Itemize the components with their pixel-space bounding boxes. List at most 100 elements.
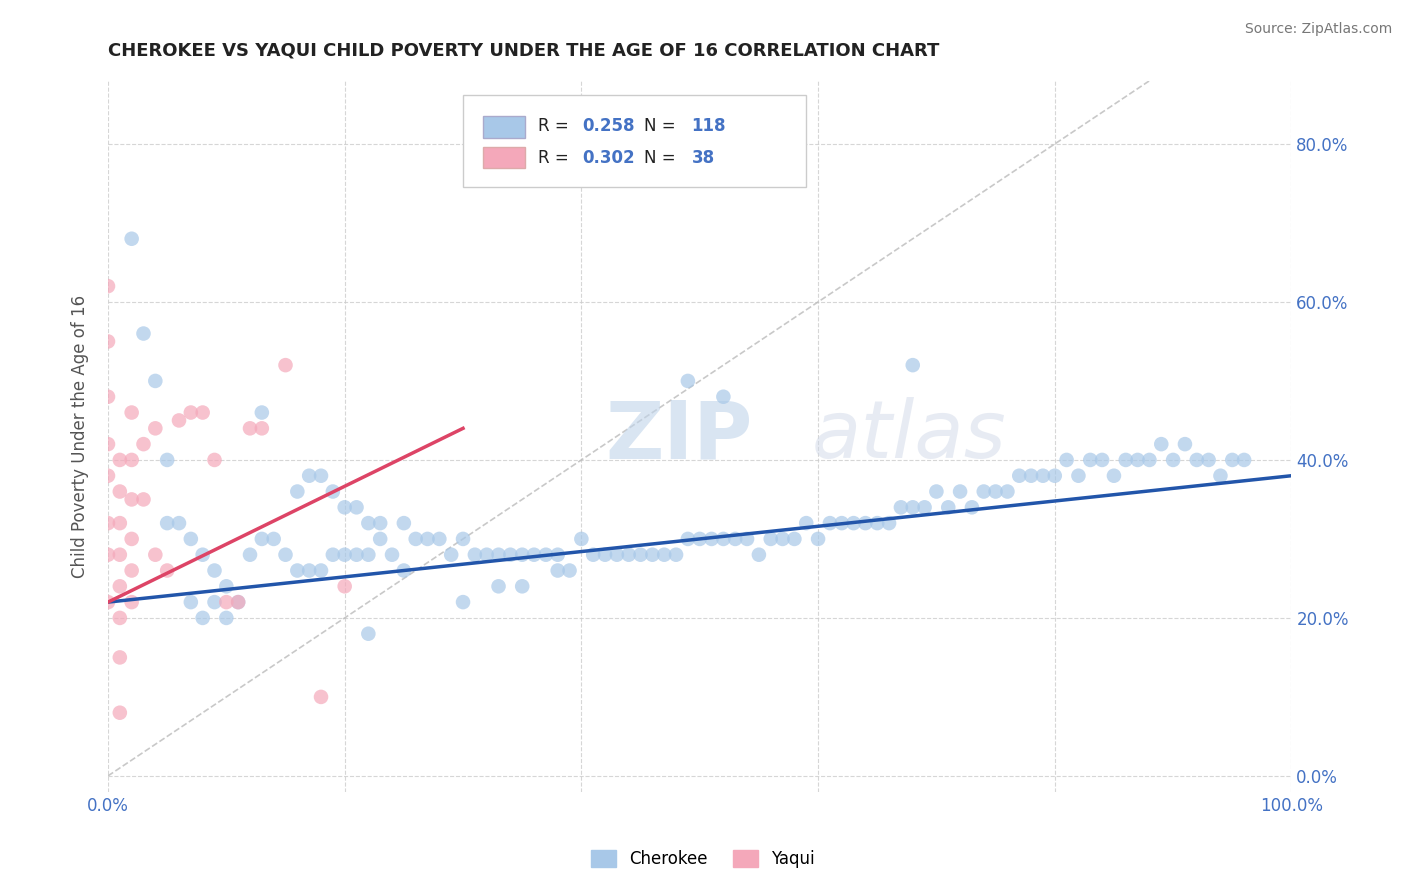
Text: 38: 38 [692, 149, 714, 167]
Point [180, 532, 202, 546]
Point [641, 548, 664, 562]
Point [97, 390, 120, 404]
Point [713, 532, 735, 546]
Point [475, 548, 498, 562]
Point [617, 548, 640, 562]
Point [191, 611, 214, 625]
Point [97, 595, 120, 609]
Point [689, 532, 711, 546]
Point [121, 532, 143, 546]
Point [1019, 468, 1042, 483]
Point [405, 532, 427, 546]
Point [748, 548, 770, 562]
Point [191, 405, 214, 419]
Point [121, 564, 143, 578]
Point [97, 468, 120, 483]
Point [132, 492, 155, 507]
Point [143, 374, 166, 388]
Point [121, 453, 143, 467]
Point [108, 484, 131, 499]
Point [547, 548, 569, 562]
Point [368, 516, 391, 530]
Point [357, 516, 380, 530]
Point [713, 390, 735, 404]
Point [1008, 468, 1031, 483]
Legend: Cherokee, Yaqui: Cherokee, Yaqui [585, 843, 821, 875]
Text: 118: 118 [692, 117, 725, 135]
Point [569, 532, 592, 546]
Point [1185, 453, 1208, 467]
Point [499, 548, 522, 562]
Text: atlas: atlas [813, 397, 1007, 475]
Point [1056, 453, 1078, 467]
Point [724, 532, 747, 546]
Point [593, 548, 616, 562]
Point [510, 579, 533, 593]
Point [1209, 468, 1232, 483]
Text: R =: R = [537, 149, 574, 167]
Point [523, 548, 546, 562]
Point [180, 405, 202, 419]
Point [1198, 453, 1220, 467]
Point [285, 484, 308, 499]
Point [606, 548, 628, 562]
Point [274, 358, 297, 372]
Point [547, 564, 569, 578]
Point [427, 532, 450, 546]
Point [759, 532, 782, 546]
Point [735, 532, 758, 546]
Point [108, 548, 131, 562]
Point [451, 532, 474, 546]
Point [630, 548, 652, 562]
Text: 0.302: 0.302 [582, 149, 636, 167]
Point [263, 532, 285, 546]
Point [416, 532, 439, 546]
Point [108, 650, 131, 665]
Point [1032, 468, 1054, 483]
Point [1161, 453, 1184, 467]
Point [925, 484, 948, 499]
Point [250, 421, 273, 435]
Point [1126, 453, 1149, 467]
Point [143, 548, 166, 562]
Point [558, 564, 581, 578]
FancyBboxPatch shape [463, 95, 806, 187]
Point [108, 453, 131, 467]
Point [322, 548, 344, 562]
Point [1150, 437, 1173, 451]
Point [1220, 453, 1243, 467]
Point [298, 564, 321, 578]
Point [973, 484, 995, 499]
Point [309, 564, 332, 578]
Point [818, 516, 841, 530]
Point [346, 500, 368, 515]
Point [121, 232, 143, 246]
Point [440, 548, 463, 562]
Point [914, 500, 936, 515]
Point [333, 548, 356, 562]
Point [239, 421, 262, 435]
Point [121, 492, 143, 507]
Point [285, 564, 308, 578]
Point [357, 626, 380, 640]
Point [1043, 468, 1066, 483]
Point [239, 548, 262, 562]
Text: ZIP: ZIP [605, 397, 752, 475]
Point [204, 564, 226, 578]
Point [488, 579, 510, 593]
Point [226, 595, 249, 609]
Point [534, 548, 557, 562]
Point [488, 548, 510, 562]
Point [204, 595, 226, 609]
Point [949, 484, 972, 499]
Point [226, 595, 249, 609]
Point [156, 564, 179, 578]
Point [997, 484, 1019, 499]
Point [368, 532, 391, 546]
Point [700, 532, 723, 546]
Point [333, 500, 356, 515]
Text: Source: ZipAtlas.com: Source: ZipAtlas.com [1244, 22, 1392, 37]
Point [191, 548, 214, 562]
Point [901, 500, 924, 515]
Point [877, 516, 900, 530]
